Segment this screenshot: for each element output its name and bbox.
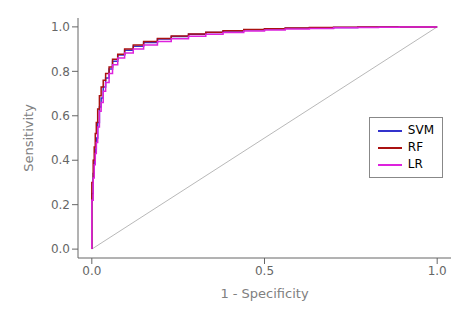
svg-text:0.5: 0.5 (255, 264, 274, 278)
svg-text:1.0: 1.0 (51, 20, 70, 34)
svg-text:0.2: 0.2 (51, 198, 70, 212)
svg-text:0.0: 0.0 (82, 264, 101, 278)
html-text:SVM: SVM (407, 123, 434, 138)
html-text:LR: LR (407, 157, 423, 172)
svg-text:1.0: 1.0 (428, 264, 447, 278)
svg-text:0.4: 0.4 (51, 153, 70, 167)
svg-text:Sensitivity: Sensitivity (21, 104, 36, 172)
svg-text:0.8: 0.8 (51, 65, 70, 79)
svg-text:1 - Specificity: 1 - Specificity (220, 286, 309, 301)
svg-text:0.0: 0.0 (51, 242, 70, 256)
html-text:RF: RF (407, 140, 424, 155)
svg-text:0.6: 0.6 (51, 109, 70, 123)
